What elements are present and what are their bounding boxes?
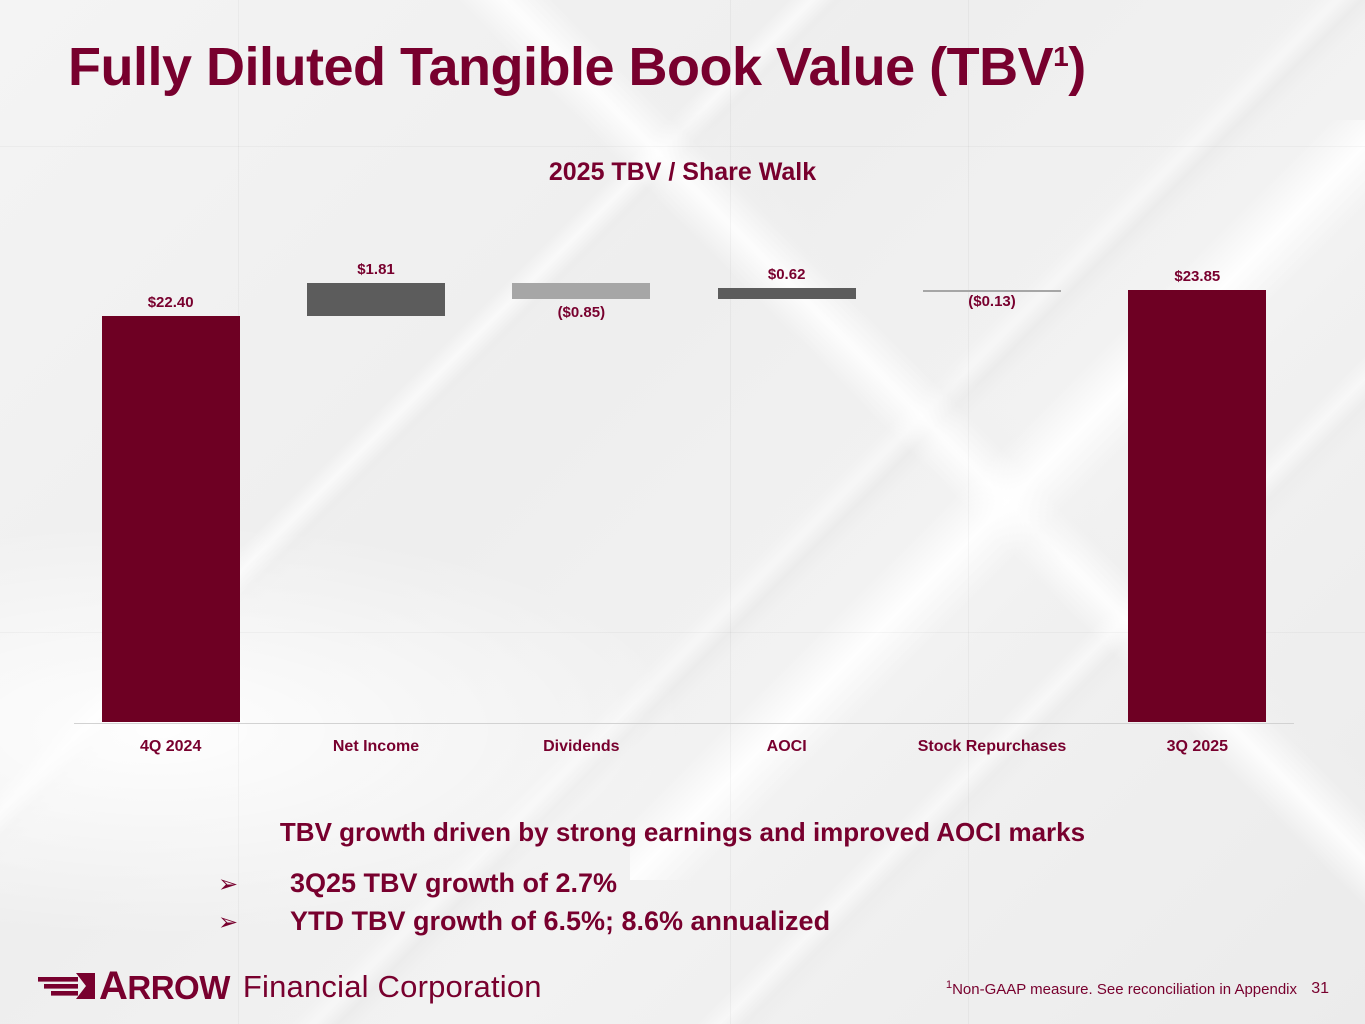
footnote-text: Non-GAAP measure. See reconciliation in … — [952, 981, 1297, 998]
x-axis-label-stock-repurchases: Stock Repurchases — [917, 738, 1067, 755]
bar-value-label: $22.40 — [147, 294, 194, 312]
bar-value-label: $0.62 — [767, 265, 806, 283]
logo-wordmark-cap: A — [99, 964, 128, 1008]
x-axis-label-3q-2025: 3Q 2025 — [1166, 738, 1229, 755]
list-item-label: 3Q25 TBV growth of 2.7% — [290, 868, 618, 898]
chart-title: 2025 TBV / Share Walk — [548, 158, 817, 186]
logo-tagline: Financial Corporation — [242, 968, 542, 1004]
x-axis-label-net-income: Net Income — [332, 738, 420, 755]
list-item: ➢ 3Q25 TBV growth of 2.7% — [218, 868, 1118, 899]
bar-dividends — [512, 283, 651, 299]
x-axis-label-dividends: Dividends — [543, 738, 620, 755]
x-axis-label-aoci: AOCI — [766, 738, 807, 755]
page-title: Fully Diluted Tangible Book Value (TBV1) — [68, 36, 1086, 98]
bar-4q-2024 — [101, 316, 240, 722]
bar-stock-repurchases — [923, 290, 1061, 292]
footnote-marker: 1 — [945, 979, 953, 991]
bar-3q-2025 — [1128, 290, 1267, 722]
list-item-label: YTD TBV growth of 6.5%; 8.6% annualized — [290, 906, 831, 936]
arrow-bullet-icon: ➢ — [218, 909, 239, 936]
page-title-text: Fully Diluted Tangible Book Value (TBV — [68, 37, 1054, 97]
bar-value-label: $23.85 — [1174, 268, 1221, 285]
arrow-financial-logo: ARROW Financial Corporation — [38, 966, 542, 1006]
logo-wordmark: ARROW — [99, 966, 230, 1006]
chart-baseline-axis — [74, 723, 1294, 724]
footnote: 1Non-GAAP measure. See reconciliation in… — [946, 979, 1297, 998]
page-number: 31 — [1311, 980, 1329, 997]
logo-wordmark-rest: RROW — [127, 969, 230, 1006]
bar-value-label: ($0.85) — [557, 303, 606, 321]
x-axis-label-4q-2024: 4Q 2024 — [139, 738, 202, 755]
page-title-footnote-marker: 1 — [1053, 41, 1069, 72]
bullet-list: ➢ 3Q25 TBV growth of 2.7% ➢ YTD TBV grow… — [218, 868, 1118, 944]
bar-value-label: $1.81 — [357, 261, 395, 279]
takeaway-statement: TBV growth driven by strong earnings and… — [279, 817, 1086, 847]
list-item: ➢ YTD TBV growth of 6.5%; 8.6% annualize… — [218, 906, 1118, 937]
arrow-bars-icon — [38, 973, 95, 999]
waterfall-chart: $22.40 $1.81 ($0.85) $0.62 ($0.13) $23.85 — [68, 200, 1300, 730]
page-title-close-paren: ) — [1068, 37, 1086, 97]
bar-net-income — [307, 283, 445, 317]
bar-aoci — [717, 287, 856, 299]
bar-value-label: ($0.13) — [968, 292, 1016, 310]
arrow-bullet-icon: ➢ — [218, 871, 239, 898]
